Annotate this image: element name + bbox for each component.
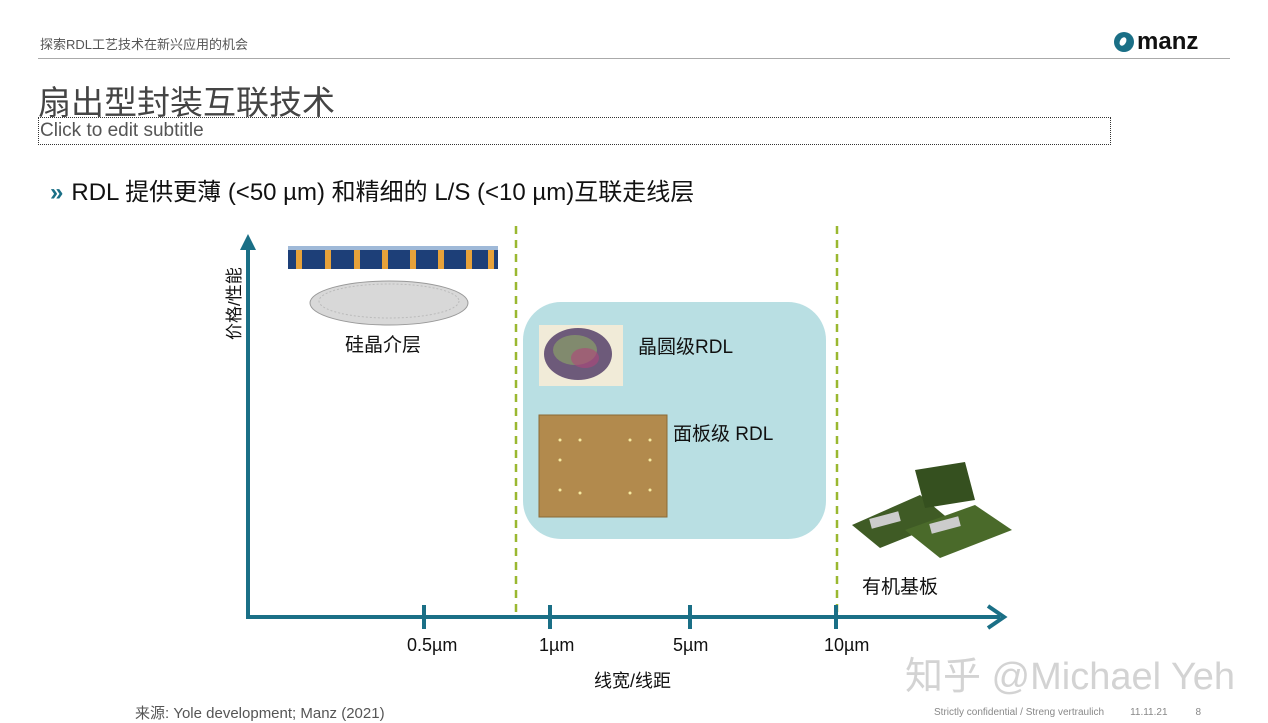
x-tick-label: 10µm	[824, 635, 870, 655]
bullet-text: RDL 提供更薄 (<50 µm) 和精细的 L/S (<10 µm)互联走线层	[71, 179, 695, 206]
slide-title[interactable]: 扇出型封装互联技术	[38, 84, 335, 121]
organic-substrate-label: 有机基板	[862, 577, 939, 598]
bullet-point: » RDL 提供更薄 (<50 µm) 和精细的 L/S (<10 µm)互联走线…	[50, 172, 694, 207]
wafer-image	[539, 325, 623, 386]
watermark: 知乎 @Michael Yeh	[905, 656, 1236, 698]
confidential-note: Strictly confidential / Streng vertrauli…	[934, 707, 1105, 718]
subtitle-placeholder[interactable]: Click to edit subtitle	[38, 117, 1111, 145]
logo-mark-icon	[1114, 32, 1134, 52]
organic-substrate-image	[852, 462, 1012, 558]
wafer-rdl-label: 晶圆级RDL	[638, 337, 734, 358]
source-note: 来源: Yole development; Manz (2021)	[135, 705, 385, 722]
footer-date: 11.11.21	[1130, 707, 1168, 718]
x-axis-arrow-icon	[986, 604, 1008, 630]
y-axis-label: 价格/性能	[225, 267, 244, 340]
panel-image	[538, 414, 668, 518]
x-tick-label: 0.5µm	[407, 635, 458, 655]
manz-logo: manz	[1114, 28, 1198, 56]
footer-info: Strictly confidential / Streng vertrauli…	[934, 707, 1201, 718]
bullet-marker-icon: »	[50, 179, 64, 206]
page-number: 8	[1195, 707, 1202, 718]
interposer-image	[288, 246, 498, 326]
deck-title: 探索RDL工艺技术在新兴应用的机会	[40, 37, 249, 52]
panel-rdl-label: 面板级 RDL	[673, 424, 774, 445]
y-axis-arrow-icon	[240, 234, 256, 250]
x-tick-label: 5µm	[673, 635, 709, 655]
logo-text: manz	[1137, 28, 1199, 55]
x-axis-label: 线宽/线距	[594, 671, 672, 691]
header-divider	[38, 58, 1230, 59]
x-tick-label: 1µm	[539, 635, 575, 655]
interposer-label: 硅晶介层	[345, 335, 422, 356]
